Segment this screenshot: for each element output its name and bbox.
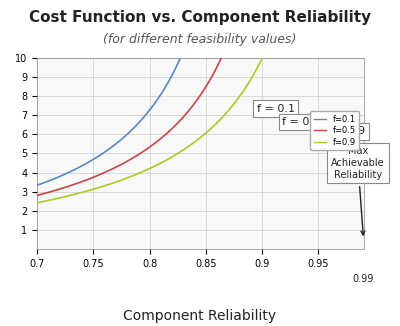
Text: Cost Function vs. Component Reliability: Cost Function vs. Component Reliability [29, 10, 371, 25]
Text: (for different feasibility values): (for different feasibility values) [103, 33, 297, 46]
Text: Component Reliability: Component Reliability [124, 309, 276, 323]
Text: f = 0.5: f = 0.5 [282, 117, 320, 127]
Text: Max
Achievable
Reliability: Max Achievable Reliability [331, 146, 385, 235]
Text: 0.99: 0.99 [353, 274, 374, 284]
Text: f = 0.1: f = 0.1 [256, 104, 294, 113]
Text: f = 0.9: f = 0.9 [328, 126, 366, 136]
Legend: f=0.1, f=0.5, f=0.9: f=0.1, f=0.5, f=0.9 [310, 111, 359, 150]
